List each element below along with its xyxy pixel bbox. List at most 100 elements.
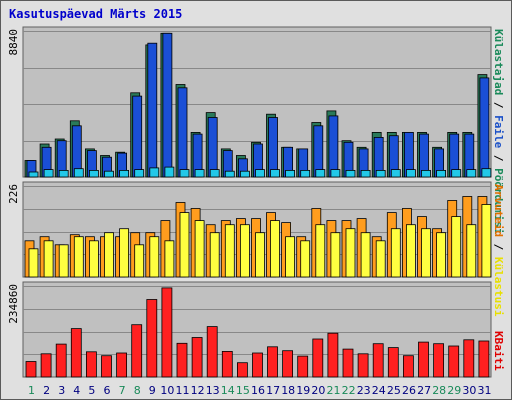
day-label-9: 9	[149, 384, 156, 397]
pageviews-legend-item-1: Faile	[492, 115, 505, 148]
pageviews-legend-item-0: Külastajad	[492, 29, 505, 95]
kbytes-panel-kbaidid-bar-8	[131, 324, 143, 378]
pageviews-panel-failid-bar-6	[104, 170, 114, 178]
kbytes-panel-kbaidid-bar-23	[357, 353, 369, 378]
visits-panel-arvutid-bar-19	[300, 240, 311, 278]
visits-panel-arvutid-bar-21	[330, 232, 341, 278]
visits-panel-arvutid-bar-24	[375, 240, 386, 278]
day-label-19: 19	[296, 384, 310, 397]
pageviews-panel-leheloogid-bar-10	[162, 32, 173, 178]
pageviews-panel-leheloogid-bar-8	[132, 95, 143, 178]
pageviews-panel-leheloogid-bar-31	[479, 77, 490, 178]
visits-panel-arvutid-bar-25	[390, 228, 401, 278]
visits-panel-arvutid-bar-31	[481, 204, 492, 278]
pageviews-panel-leheloogid-bar-11	[177, 87, 188, 178]
pageviews-panel-failid-bar-22	[345, 169, 356, 178]
kbytes-panel-kbaidid-bar-19	[297, 355, 309, 378]
day-label-4: 4	[73, 384, 80, 397]
pageviews-panel-failid-bar-25	[390, 169, 401, 178]
kbytes-panel-kbaidid-bar-28	[433, 343, 445, 378]
kbytes-panel-kbaidid-bar-26	[402, 355, 414, 378]
pageviews-panel-leheloogid-bar-17	[268, 117, 278, 178]
visits-panel-arvutid-bar-10	[164, 240, 175, 278]
visits-panel-arvutid-bar-30	[466, 224, 477, 278]
pageviews-panel-failid-bar-31	[481, 168, 492, 178]
pageviews-panel-failid-bar-3	[58, 169, 69, 178]
visits-panel-arvutid-bar-2	[43, 240, 54, 278]
visits-panel-arvutid-bar-11	[179, 212, 190, 278]
visits-panel-arvutid-bar-3	[58, 244, 69, 278]
visits-panel-arvutid-bar-18	[285, 236, 296, 278]
kbytes-panel-kbaidid-bar-30	[463, 339, 475, 378]
visits-panel-arvutid-bar-29	[451, 216, 462, 278]
day-label-11: 11	[176, 384, 190, 397]
pageviews-panel-failid-bar-2	[43, 169, 54, 178]
day-label-30: 30	[462, 384, 476, 397]
visits-panel-arvutid-bar-23	[360, 232, 371, 278]
kbytes-panel-kbaidid-bar-10	[161, 287, 173, 378]
pageviews-panel-failid-bar-18	[285, 169, 296, 178]
pageviews-panel-failid-bar-5	[89, 169, 99, 178]
visits-panel-arvutid-bar-16	[255, 232, 265, 278]
pageviews-panel-failid-bar-28	[436, 169, 447, 178]
visits-legend-item-0: Arvuteid	[492, 184, 505, 237]
pageviews-panel-failid-bar-17	[270, 169, 280, 178]
day-label-7: 7	[119, 384, 126, 397]
visits-panel-arvutid-bar-6	[104, 232, 114, 278]
pageviews-panel-failid-bar-13	[209, 169, 220, 178]
kbytes-panel-kbaidid-bar-4	[70, 328, 82, 378]
kbytes-panel-kbaidid-bar-7	[116, 352, 127, 378]
day-label-23: 23	[357, 384, 371, 397]
kbytes-panel-kbaidid-bar-22	[342, 348, 354, 378]
kbytes-panel-kbaidid-bar-18	[282, 350, 294, 378]
day-label-18: 18	[281, 384, 295, 397]
kbytes-panel-ymax-label: 234860	[7, 284, 20, 324]
day-label-5: 5	[88, 384, 95, 397]
day-label-29: 29	[447, 384, 461, 397]
pageviews-panel-failid-bar-9	[149, 167, 160, 178]
pageviews-panel-failid-bar-23	[360, 169, 371, 178]
kbytes-legend-item-0: KBaiti	[492, 331, 505, 371]
pageviews-panel-failid-bar-24	[375, 169, 386, 178]
visits-panel-arvutid-bar-4	[73, 236, 84, 278]
pageviews-legend-item-2: Pöördumisi	[492, 168, 505, 235]
day-label-6: 6	[104, 384, 111, 397]
visits-panel-arvutid-bar-28	[436, 232, 447, 278]
pageviews-panel-failid-bar-16	[255, 169, 265, 178]
pageviews-panel-failid-bar-21	[330, 169, 341, 178]
day-label-22: 22	[342, 384, 356, 397]
pageviews-panel-leheloogid-bar-13	[207, 117, 218, 178]
pageviews-panel-failid-bar-26	[405, 169, 416, 178]
day-label-15: 15	[236, 384, 250, 397]
visits-panel-arvutid-bar-26	[405, 224, 416, 278]
day-label-10: 10	[160, 384, 174, 397]
pageviews-panel-leheloogid-bar-21	[328, 115, 339, 178]
pageviews-legend-separator-0: /	[492, 95, 505, 115]
visits-panel-arvutid-bar-14	[224, 224, 235, 278]
pageviews-legend: Külastajad / Faile / Pöördumisi	[492, 29, 505, 235]
pageviews-legend-separator-1: /	[492, 148, 505, 168]
pageviews-panel-failid-bar-4	[73, 168, 84, 178]
day-label-1: 1	[28, 384, 35, 397]
kbytes-panel-kbaidid-bar-20	[312, 338, 324, 378]
pageviews-panel-failid-bar-27	[421, 169, 431, 178]
kbytes-panel-kbaidid-bar-3	[55, 343, 67, 378]
day-label-31: 31	[478, 384, 492, 397]
visits-panel-arvutid-bar-1	[28, 248, 39, 278]
visits-panel-arvutid-bar-22	[345, 228, 356, 278]
pageviews-panel-failid-bar-11	[179, 169, 190, 178]
kbytes-panel-kbaidid-bar-21	[327, 332, 339, 378]
day-label-26: 26	[402, 384, 416, 397]
visits-panel-arvutid-bar-9	[149, 236, 160, 278]
kbytes-legend: KBaiti	[492, 331, 505, 371]
kbytes-panel-kbaidid-bar-27	[418, 341, 429, 378]
visits-panel-arvutid-bar-27	[421, 228, 431, 278]
day-label-3: 3	[58, 384, 65, 397]
pageviews-panel-failid-bar-19	[300, 169, 311, 178]
day-label-2: 2	[43, 384, 50, 397]
day-label-21: 21	[327, 384, 341, 397]
kbytes-panel-kbaidid-bar-31	[478, 340, 490, 378]
visits-legend-separator-0: /	[492, 237, 505, 257]
